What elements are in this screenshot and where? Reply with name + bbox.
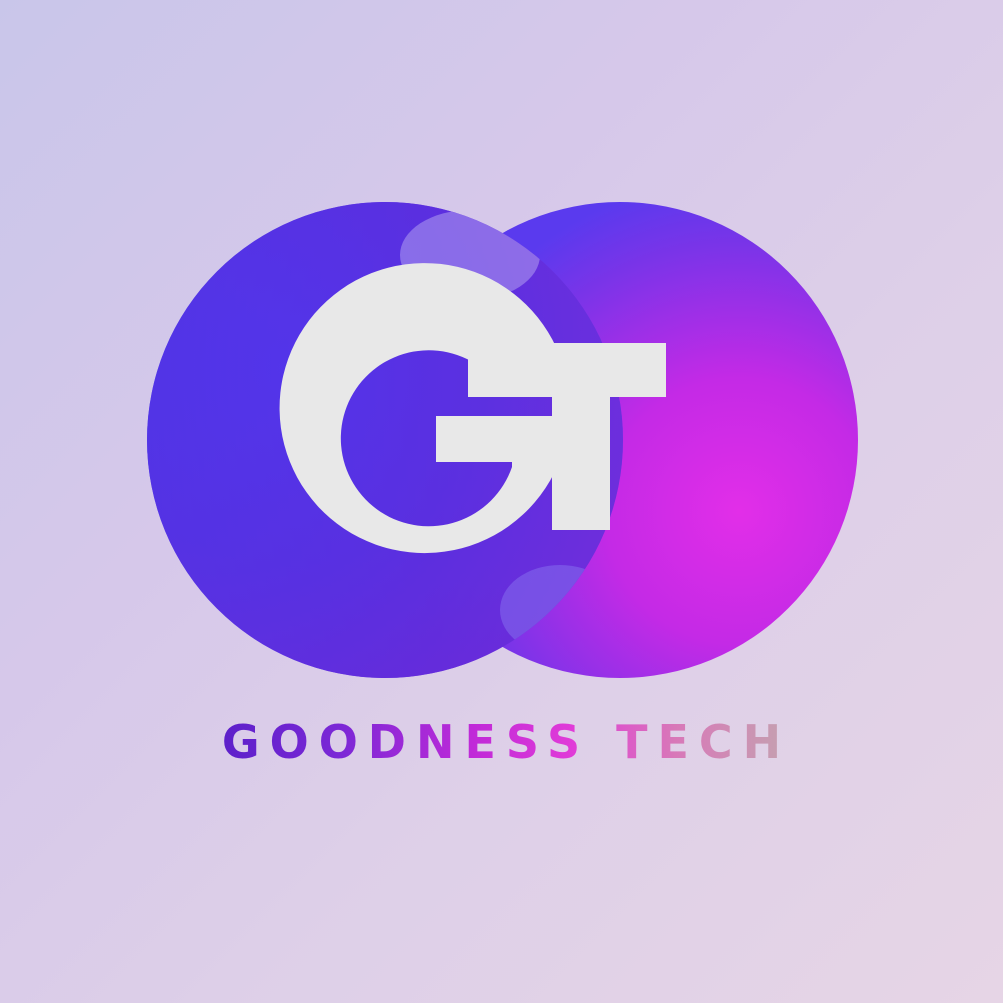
wordmark-text: GOODNESS TECH [212,715,791,769]
monogram-letter-g [279,263,566,554]
monogram-letter-t [468,343,666,530]
gt-monogram [279,263,666,554]
wordmark: GOODNESS TECH [0,712,1003,772]
